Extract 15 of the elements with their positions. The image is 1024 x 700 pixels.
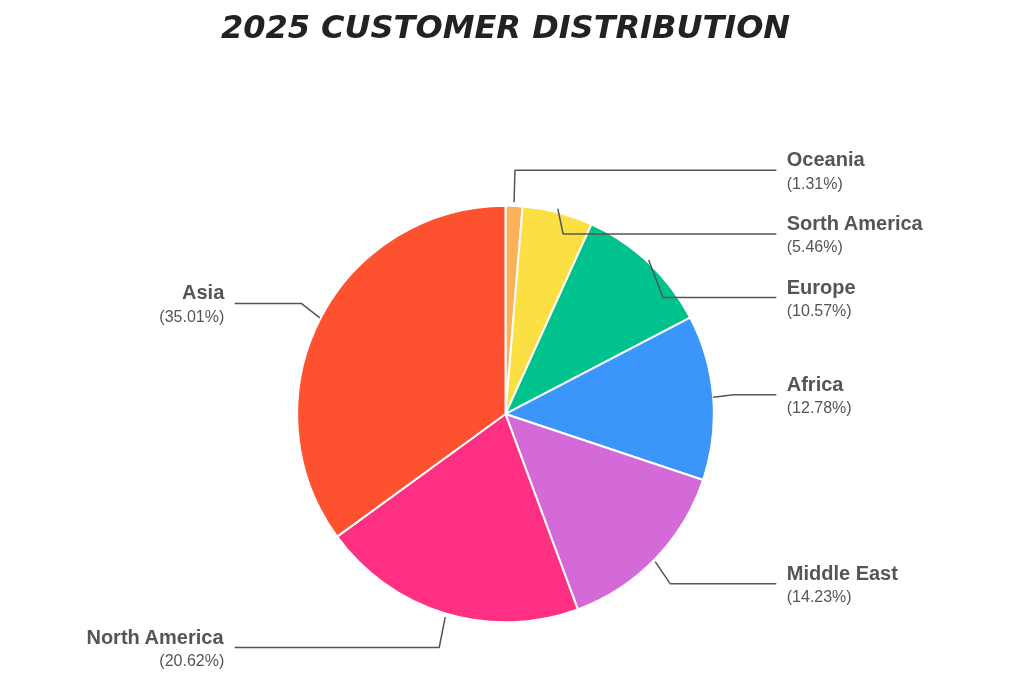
data-label: (1.31%) [786, 174, 843, 192]
slice-label: Africa [786, 372, 845, 395]
slice-label: Europe [786, 275, 856, 298]
chart-title: 2025 CUSTOMER DISTRIBUTION [220, 7, 791, 46]
slice-label: Asia [182, 281, 226, 304]
data-label: (10.57%) [786, 301, 852, 319]
slice-label: Oceania [786, 148, 866, 171]
data-label: (20.62%) [159, 651, 225, 669]
data-label: (14.23%) [786, 587, 852, 605]
slice-label: Middle East [786, 561, 899, 584]
data-label: (12.78%) [786, 398, 852, 416]
data-label: (5.46%) [786, 238, 843, 256]
slice-label: Sorth America [786, 211, 924, 234]
data-label: (35.01%) [159, 307, 225, 325]
slice-label: North America [86, 625, 225, 648]
